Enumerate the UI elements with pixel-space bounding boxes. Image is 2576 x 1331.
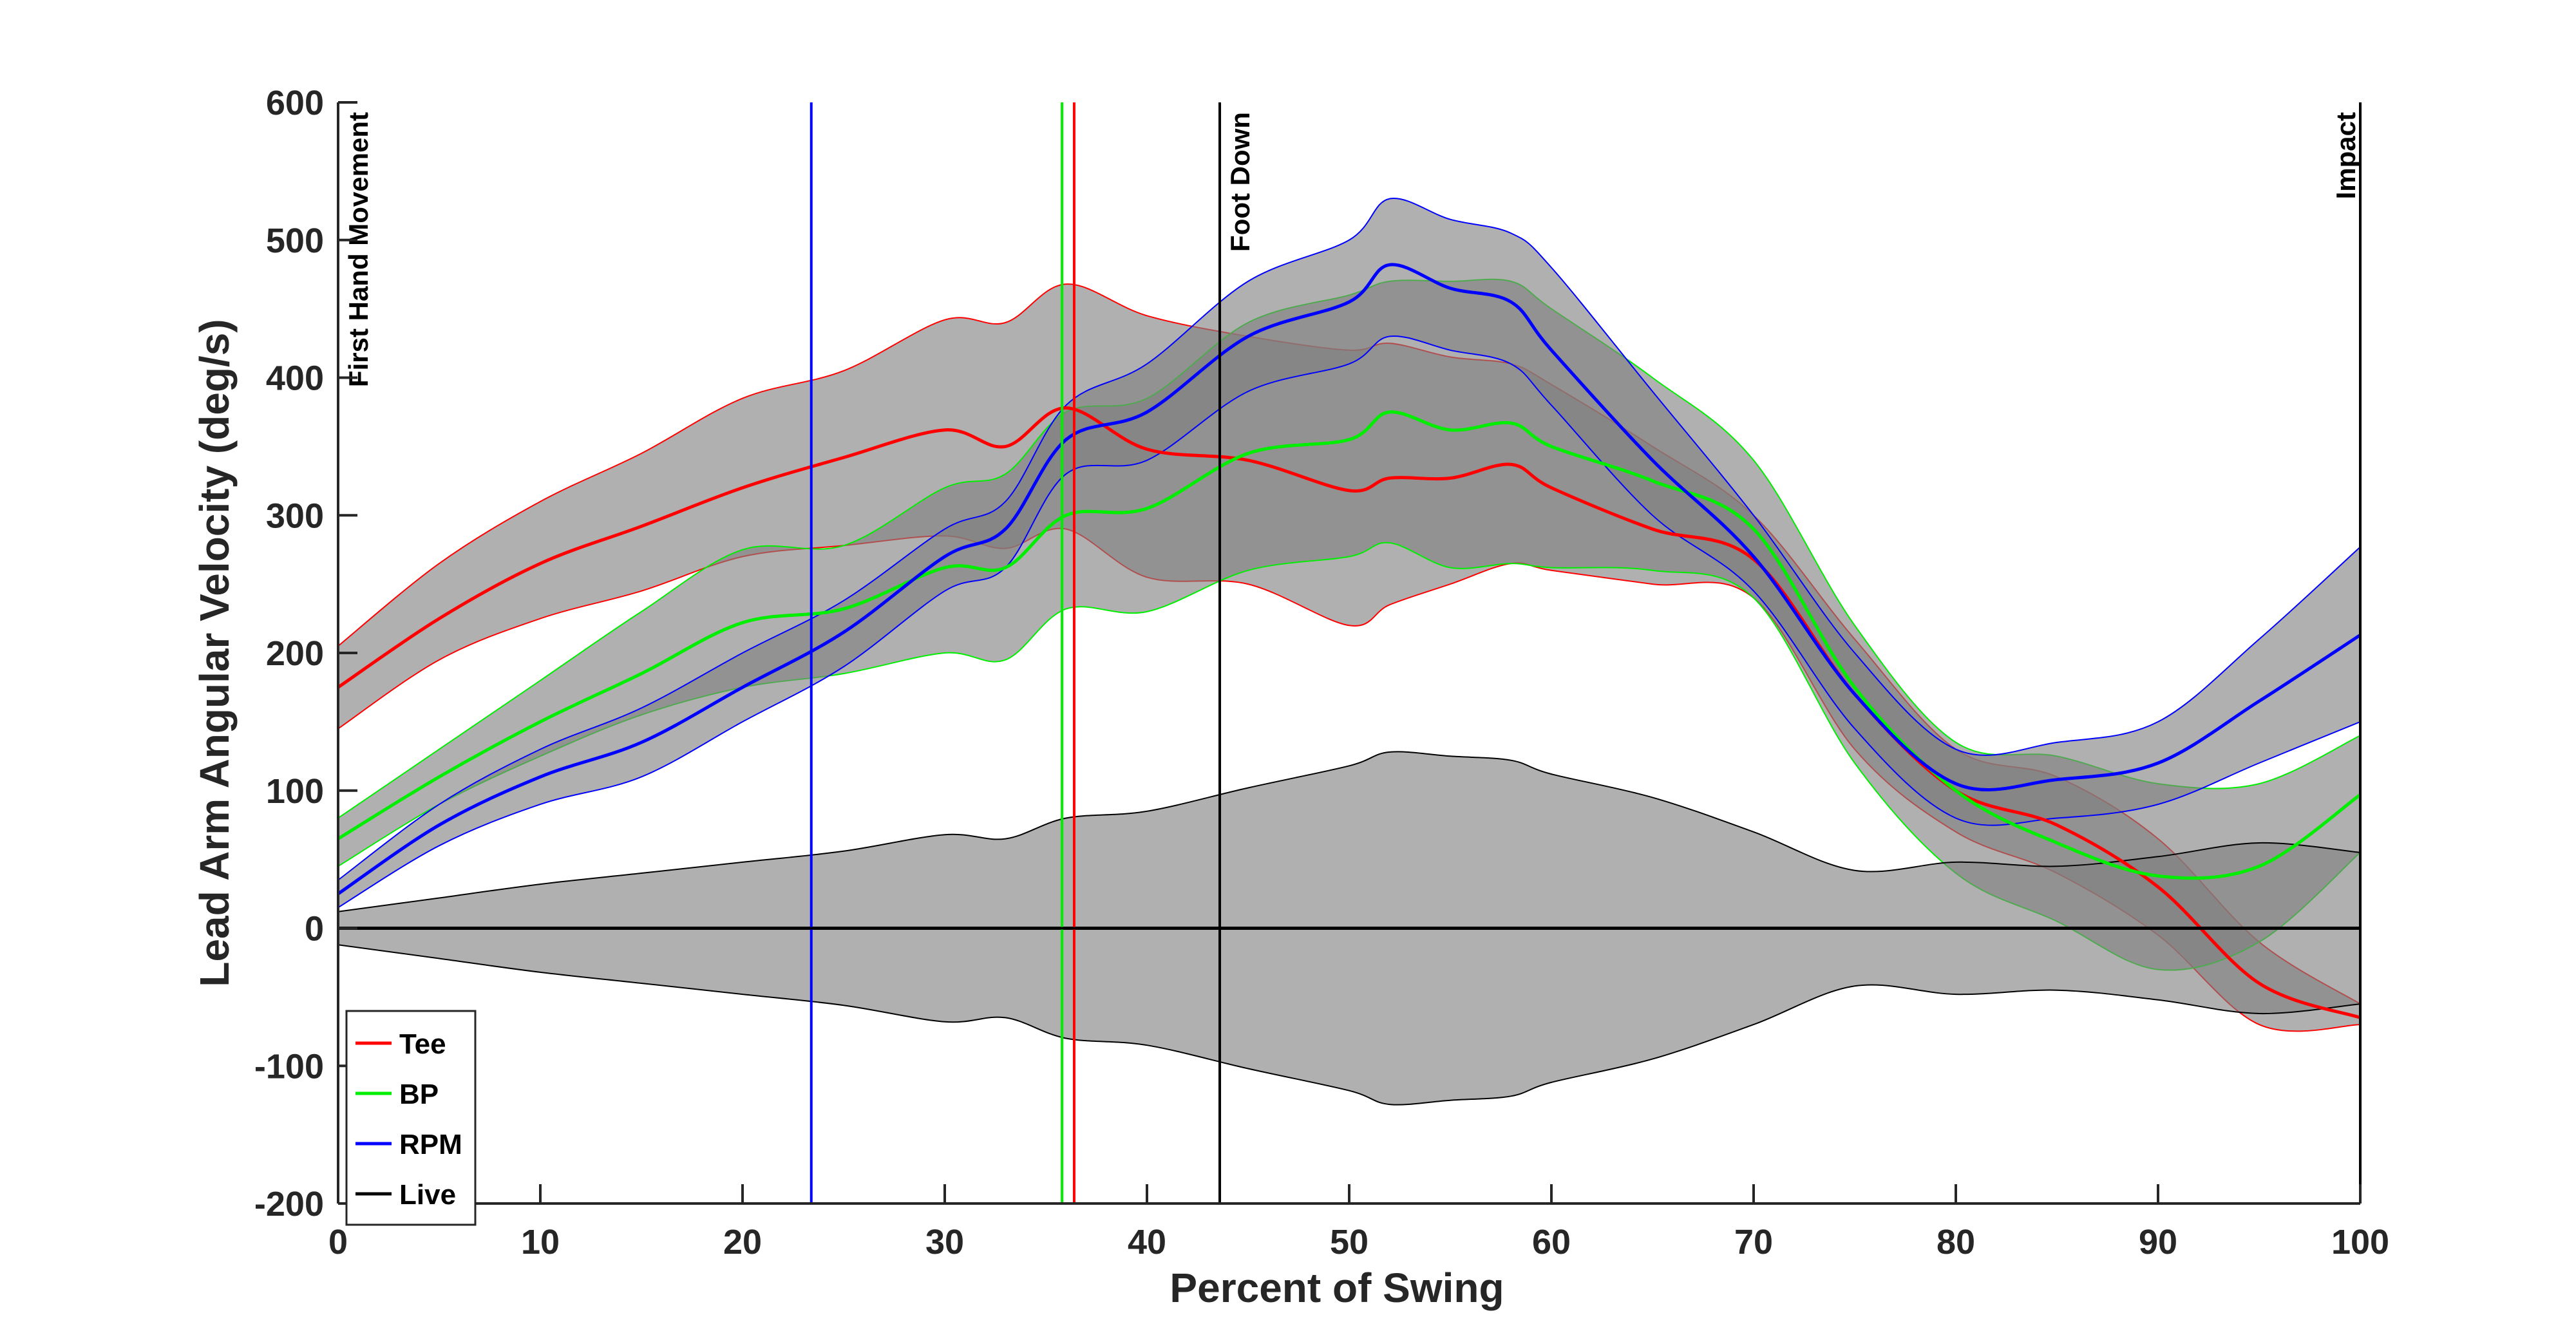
x-tick-label: 50 <box>1330 1223 1368 1261</box>
y-axis-label: Lead Arm Angular Velocity (deg/s) <box>191 319 238 986</box>
band-rpm <box>337 197 2361 909</box>
legend-label-bp: BP <box>399 1079 439 1110</box>
line-rpm <box>337 263 2362 896</box>
y-tick-label: 400 <box>266 359 324 398</box>
legend-box <box>345 1010 477 1226</box>
legend-label-rpm: RPM <box>399 1129 462 1160</box>
legend: Tee BP RPM Live <box>345 1010 477 1226</box>
y-tick-label: 500 <box>266 222 324 260</box>
x-tick-label: 90 <box>2139 1223 2177 1261</box>
x-tick-label: 40 <box>1128 1223 1166 1261</box>
event-label-4: Foot Down <box>1225 112 1255 252</box>
y-tick-label: 300 <box>266 496 324 535</box>
x-tick-label: 100 <box>2331 1223 2389 1261</box>
y-tick-label: 600 <box>266 84 324 122</box>
y-tick-label: 0 <box>305 910 324 949</box>
event-label-5: Impact <box>2331 112 2361 199</box>
x-tick-label: 30 <box>925 1223 964 1261</box>
legend-label-live: Live <box>399 1179 456 1211</box>
x-tick-label: 80 <box>1937 1223 1975 1261</box>
event-label-0: First Hand Movement <box>343 112 374 387</box>
legend-label-tee: Tee <box>399 1028 446 1060</box>
y-tick-label: -200 <box>254 1185 324 1223</box>
line-bp <box>337 410 2362 880</box>
x-tick-label: 20 <box>723 1223 762 1261</box>
y-tick-label: -100 <box>254 1047 324 1086</box>
x-tick-label: 60 <box>1532 1223 1571 1261</box>
x-axis-label: Percent of Swing <box>1170 1265 1504 1311</box>
x-tick-label: 70 <box>1734 1223 1773 1261</box>
x-tick-label: 10 <box>521 1223 560 1261</box>
confidence-bands <box>337 197 2361 1106</box>
y-tick-label: 100 <box>266 772 324 811</box>
x-tick-label: 0 <box>328 1223 348 1261</box>
y-tick-label: 200 <box>266 634 324 673</box>
tick-labels: 0 10 20 30 40 50 60 70 80 90 100 -200 -100 0 100 200 300… <box>254 84 2389 1261</box>
line-tee <box>337 406 2361 1019</box>
